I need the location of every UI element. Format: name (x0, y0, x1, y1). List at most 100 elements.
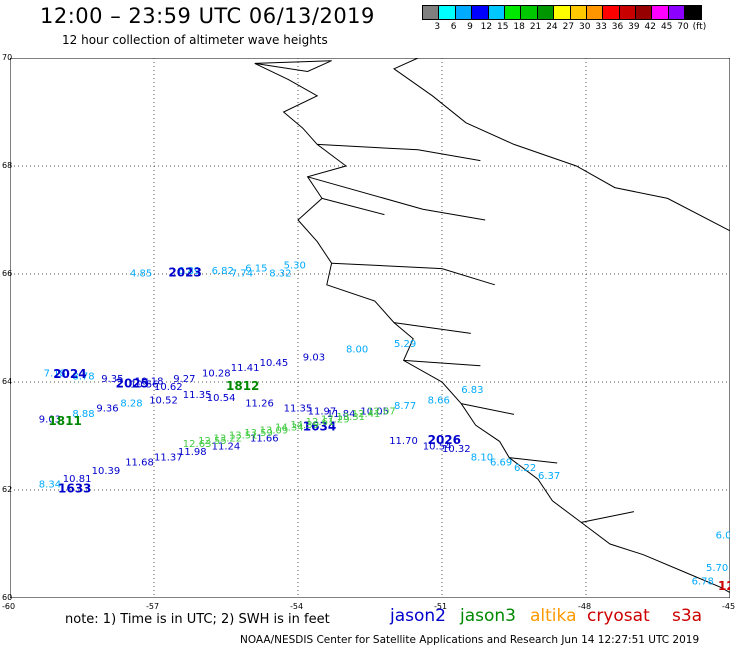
fjord-line (307, 176, 486, 221)
swh-value: 6.78 (692, 577, 714, 588)
scale-swatch (553, 5, 571, 20)
scale-swatch (487, 5, 505, 20)
swh-value: 11.26 (245, 398, 274, 409)
scale-swatch (585, 5, 604, 20)
pass-id-label: 1634 (303, 420, 336, 434)
inland-ice-edge (392, 58, 730, 232)
swh-value: 8.66 (428, 396, 450, 407)
scale-swatch (438, 5, 456, 20)
swh-value: 5.30 (284, 261, 306, 272)
pass-id-label: 1811 (48, 414, 81, 428)
swh-value: 11.66 (250, 433, 279, 444)
swh-value: 8.34 (39, 479, 61, 490)
latitude-label: 70 (2, 53, 13, 62)
fjord-line (317, 143, 481, 162)
satellite-legend-jason2: jason2 (390, 606, 446, 626)
fjord-line (331, 262, 495, 286)
swh-value: 12.0 (718, 579, 730, 593)
scale-label: (ft) (692, 22, 707, 32)
swh-value: 11.37 (154, 452, 183, 463)
scale-label: 21 (529, 22, 542, 32)
longitude-label: -54 (290, 602, 304, 611)
swh-value: 11.24 (212, 442, 241, 453)
swh-value: 5.29 (394, 339, 416, 350)
swh-value: 12.55 (198, 436, 227, 447)
swh-value: 11.41 (231, 363, 260, 374)
satellite-legend-cryosat: cryosat (587, 606, 650, 626)
swh-value: 9.03 (39, 415, 61, 426)
swh-value: 6.69 (490, 458, 512, 469)
scale-label: 12 (480, 22, 493, 32)
scale-swatch (635, 5, 653, 20)
swh-value: 9.35 (101, 374, 123, 385)
fjord-line (254, 60, 332, 73)
swh-value: 8.28 (120, 398, 142, 409)
scale-label: 36 (611, 22, 624, 32)
pass-id-label: 2024 (53, 367, 86, 381)
swh-value: 14.39 (290, 420, 319, 431)
swh-value: 6.37 (538, 471, 560, 482)
swh-value: 13.51 (229, 431, 258, 442)
swh-value: 9.27 (173, 374, 195, 385)
swh-value: 10.81 (63, 474, 92, 485)
swh-value: 8.32 (269, 269, 291, 280)
note-text: note: 1) Time is in UTC; 2) SWH is in fe… (65, 612, 330, 627)
swh-value: 7.18 (44, 369, 66, 380)
pass-id-label: 2023 (168, 266, 201, 280)
scale-label: 15 (497, 22, 509, 32)
scale-label: 18 (513, 22, 525, 32)
pass-id-label: 2025 (116, 376, 149, 390)
scale-swatch (422, 5, 440, 20)
swh-value: 6.22 (514, 463, 536, 474)
swh-value: 10.32 (442, 444, 471, 455)
swh-value: 7.74 (231, 269, 253, 280)
swh-value: 6.08 (716, 531, 730, 542)
fjord-line (321, 197, 385, 216)
swh-value: 10.54 (423, 442, 452, 453)
credit-line: NOAA/NESDIS Center for Satellite Applica… (240, 634, 700, 646)
scale-swatch (520, 5, 538, 20)
swh-value: 8.78 (72, 371, 94, 382)
swh-value: 8.10 (471, 452, 493, 463)
swh-value: 11.84 (327, 409, 356, 420)
scale-swatch (684, 5, 702, 20)
swh-value: 10.39 (92, 466, 121, 477)
fjord-line (393, 322, 471, 334)
scale-swatch (618, 5, 637, 20)
swh-value: 8.88 (72, 409, 94, 420)
latitude-label: 60 (2, 593, 13, 602)
pass-id-label: 1633 (58, 482, 91, 496)
swh-value: 10.28 (202, 369, 231, 380)
swh-value: 6.15 (245, 263, 267, 274)
scale-swatch (454, 5, 473, 20)
swh-value: 10.54 (207, 393, 236, 404)
scale-swatch (536, 5, 555, 20)
swh-value: 10.62 (154, 382, 183, 393)
fjord-line (403, 359, 481, 367)
swh-value: 8.77 (394, 401, 416, 412)
longitude-label: -51 (434, 602, 448, 611)
scale-label: 39 (628, 22, 640, 32)
scale-label: 42 (644, 22, 656, 32)
latitude-label: 66 (2, 269, 13, 278)
swh-value: 11.35 (284, 404, 313, 415)
swh-value: 12.41 (352, 409, 381, 420)
scale-swatch (569, 5, 587, 20)
swh-value: 11.97 (308, 406, 337, 417)
title: 12:00 – 23:59 UTC 06/13/2019 (40, 4, 375, 28)
scale-label: 30 (578, 22, 591, 32)
swh-value: 10.45 (260, 358, 289, 369)
scale-label: 24 (546, 22, 558, 32)
wave-height-color-scale: 3 6 9 12 15 18 21 24 27 30 33 36 39 42 45 70 (ft) (422, 5, 708, 32)
swh-value: 13.31 (336, 412, 365, 423)
swh-value: 13.22 (214, 433, 243, 444)
scale-label: 3 (434, 22, 441, 32)
swh-value: 10.52 (149, 396, 178, 407)
swh-value: 10.05 (360, 406, 389, 417)
swh-value: 6.89 (178, 266, 200, 277)
swh-value: 10.18 (135, 377, 164, 388)
swh-value: 13.09 (260, 425, 289, 436)
swh-value: 12.07 (367, 406, 396, 417)
swh-value: 14.34 (275, 423, 304, 434)
